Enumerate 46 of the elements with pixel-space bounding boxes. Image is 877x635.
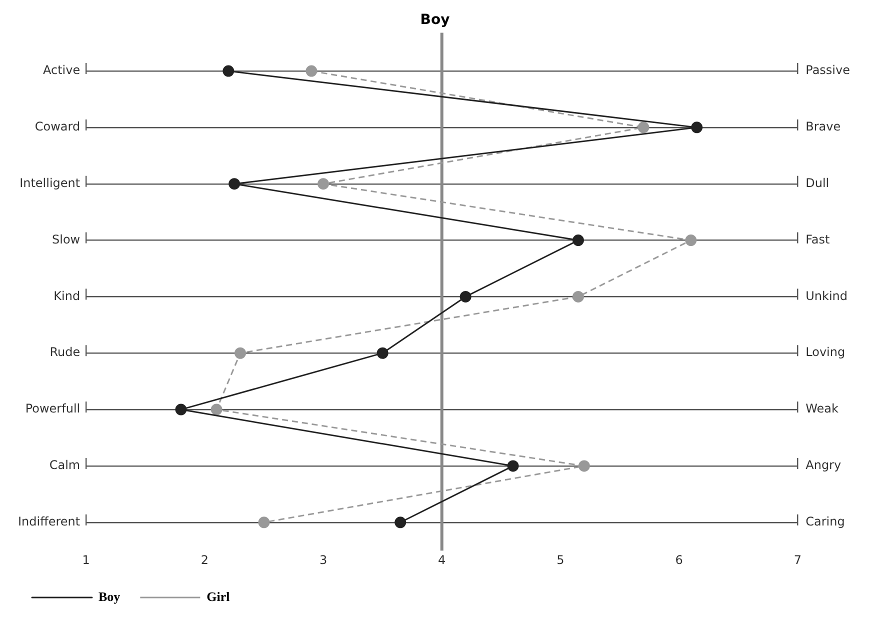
y2-tick-label: Unkind	[806, 288, 848, 303]
y2-tick-label: Passive	[806, 63, 850, 78]
y2-tick-label: Loving	[806, 345, 846, 360]
chart-title: Boy	[420, 12, 450, 28]
y-tick-label: Slow	[52, 232, 80, 246]
y-tick-label: Rude	[50, 345, 80, 360]
x-tick-label: 6	[675, 552, 683, 567]
x-tick-label: 7	[794, 552, 802, 567]
legend-label: Girl	[206, 588, 230, 604]
x-tick-label: 2	[200, 552, 209, 567]
legend-label: Boy	[98, 588, 121, 604]
y2-tick-label: Fast	[806, 232, 830, 246]
x-tick-label: 5	[556, 552, 564, 567]
point	[210, 404, 222, 416]
point	[318, 178, 330, 190]
x-tick-label: 4	[438, 552, 446, 567]
y2-tick-label: Brave	[806, 120, 841, 134]
y-tick-label: Coward	[34, 120, 80, 134]
x-tick-label: 1	[82, 552, 90, 567]
point	[258, 516, 270, 528]
y-tick-label: Kind	[54, 288, 80, 303]
point	[222, 65, 234, 77]
point	[175, 404, 187, 416]
y2-tick-label: Angry	[806, 458, 842, 472]
point	[691, 122, 703, 134]
y-tick-label: Calm	[49, 458, 80, 472]
y-tick-label: Powerfull	[25, 402, 80, 416]
y2-tick-label: Weak	[806, 402, 839, 416]
point	[306, 65, 318, 77]
x-tick-label: 3	[319, 552, 328, 567]
y-tick-label: Intelligent	[20, 176, 80, 190]
point	[460, 290, 472, 302]
point	[685, 234, 697, 246]
point	[507, 460, 519, 472]
point	[228, 178, 240, 190]
point	[638, 122, 650, 134]
y-tick-label: Active	[42, 63, 80, 78]
y2-tick-label: Caring	[806, 514, 845, 529]
point	[572, 234, 584, 246]
point	[234, 347, 246, 359]
point	[394, 516, 406, 528]
y-tick-label: Indifferent	[18, 514, 80, 529]
point	[376, 347, 388, 359]
point	[578, 460, 590, 472]
y2-tick-label: Dull	[806, 176, 830, 190]
point	[572, 290, 584, 302]
